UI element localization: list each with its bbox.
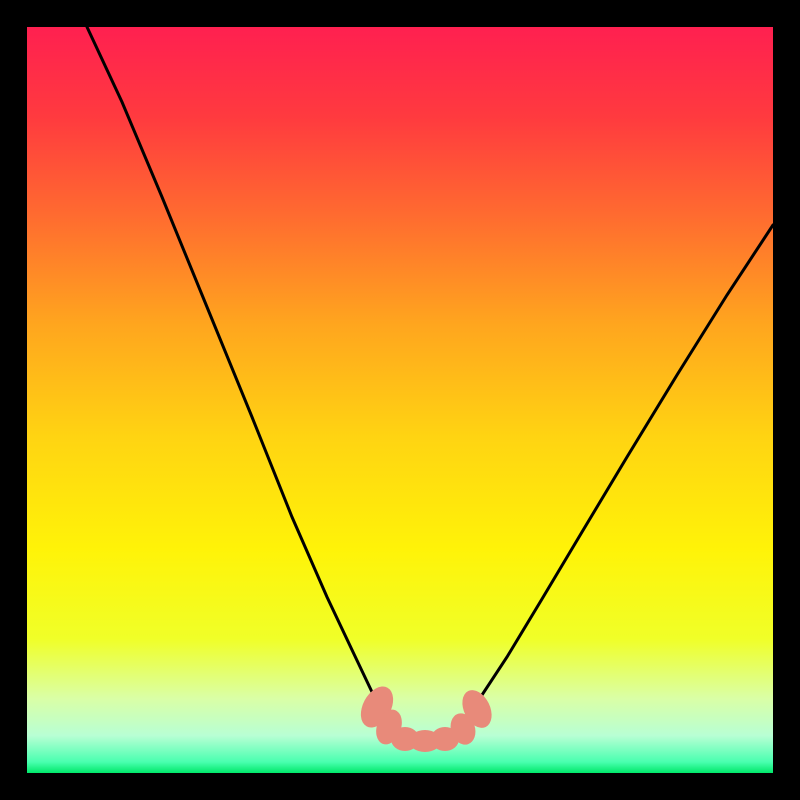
frame-top <box>0 0 800 27</box>
marker-band <box>27 27 773 773</box>
plot-area <box>27 27 773 773</box>
frame-bottom <box>0 773 800 800</box>
frame-right <box>773 0 800 800</box>
frame-left <box>0 0 27 800</box>
